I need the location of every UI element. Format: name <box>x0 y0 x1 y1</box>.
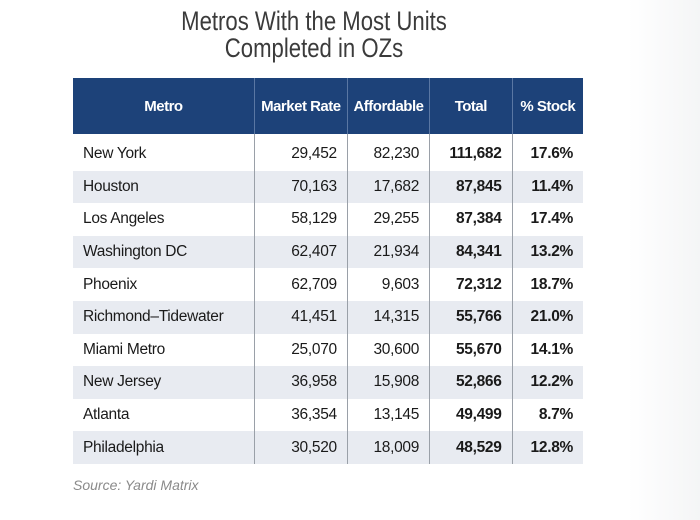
cell-afford: 17,682 <box>346 170 430 204</box>
cell-market: 62,407 <box>253 235 348 269</box>
title-line-2: Completed in OZs <box>224 33 404 63</box>
cell-pct: 17.4% <box>511 203 583 236</box>
cell-afford: 13,145 <box>346 398 430 432</box>
metros-table: Metro Market Rate Affordable Total% Stock N… <box>73 78 583 464</box>
cell-metro: Philadelphia <box>73 431 255 464</box>
cell-afford: 14,315 <box>346 300 430 334</box>
header-row: Metro Market Rate Affordable Total% Stock <box>73 78 583 134</box>
cell-metro: New York <box>83 145 147 163</box>
cell-pct: 18.7% <box>511 268 583 301</box>
cell-pct: 11.4% <box>511 170 583 204</box>
cell-market: 62,709 <box>253 268 348 301</box>
table-row: Philadelphia 30,520 18,009 48,529 12.8% <box>73 431 583 464</box>
background-edge <box>628 0 700 520</box>
cell-pct: 12.2% <box>511 366 583 399</box>
cell-pct: 8.7% <box>511 398 583 432</box>
column-header: Affordable <box>346 78 430 134</box>
cell-total: 87,384 <box>429 203 513 236</box>
cell-metro: Richmond–Tidewater <box>73 300 255 334</box>
cell-afford: 82,230 <box>346 134 430 171</box>
cell-pct: 13.2% <box>511 235 583 269</box>
cell-pct: 14.1% <box>511 333 583 367</box>
cell-pct: 17.6% <box>511 134 583 171</box>
cell-market: 36,958 <box>253 366 348 399</box>
cell-market: 70,163 <box>253 170 348 204</box>
cell-metro: Phoenix <box>83 275 137 293</box>
cell-pct: 12.8% <box>511 431 583 464</box>
cell-metro: Atlanta <box>83 406 130 424</box>
table-row: New Jersey 36,958 15,908 52,866 12.2% <box>73 366 583 399</box>
cell-total: 55,766 <box>429 300 513 334</box>
table-row: Miami Metro 25,070 30,600 55,670 14.1% <box>73 333 583 367</box>
cell-total: 48,529 <box>429 431 513 464</box>
column-header: Metro <box>73 78 255 134</box>
cell-total: 87,845 <box>429 170 513 204</box>
table-row: Los Angeles 58,129 29,255 87,384 17.4% <box>73 203 583 236</box>
cell-afford: 21,934 <box>346 235 430 269</box>
column-header: % Stock <box>511 78 583 134</box>
cell-market: 41,451 <box>253 300 348 334</box>
cell-total: 84,341 <box>429 235 513 269</box>
cell-metro: Miami Metro <box>83 340 165 358</box>
table-row: Richmond–Tidewater 41,451 14,315 55,766 21.0… <box>73 300 583 334</box>
cell-afford: 29,255 <box>346 203 430 236</box>
cell-market: 30,520 <box>253 431 348 464</box>
table-title: Metros With the Most Units Completed in … <box>57 8 572 62</box>
column-header: Market Rate <box>253 78 348 134</box>
source-note: Source: Yardi Matrix <box>73 477 199 493</box>
cell-market: 25,070 <box>253 333 348 367</box>
cell-afford: 15,908 <box>346 366 430 399</box>
cell-total: 49,499 <box>429 398 513 432</box>
cell-metro: New Jersey <box>73 366 255 399</box>
table-row: New York 29,452 82,230 111,682 17.6% <box>73 134 583 171</box>
cell-total: 111,682 <box>429 134 513 171</box>
cell-market: 29,452 <box>253 134 348 171</box>
table-row: Phoenix 62,709 9,603 72,312 18.7% <box>73 268 583 301</box>
cell-total: 72,312 <box>429 268 513 301</box>
cell-metro: Los Angeles <box>83 210 165 228</box>
cell-total: 52,866 <box>429 366 513 399</box>
cell-afford: 18,009 <box>346 431 430 464</box>
cell-market: 36,354 <box>253 398 348 432</box>
cell-pct: 21.0% <box>511 300 583 334</box>
cell-metro: Washington DC <box>73 235 255 269</box>
column-header: Total <box>429 78 513 134</box>
title-line-1: Metros With the Most Units <box>181 6 447 36</box>
cell-metro: Houston <box>73 170 255 204</box>
table-row: Houston 70,163 17,682 87,845 11.4% <box>73 170 583 204</box>
cell-total: 55,670 <box>429 333 513 367</box>
cell-market: 58,129 <box>253 203 348 236</box>
table-row: Atlanta 36,354 13,145 49,499 8.7% <box>73 398 583 432</box>
cell-afford: 30,600 <box>346 333 430 367</box>
table-row: Washington DC 62,407 21,934 84,341 13.2% <box>73 235 583 269</box>
cell-afford: 9,603 <box>346 268 430 301</box>
